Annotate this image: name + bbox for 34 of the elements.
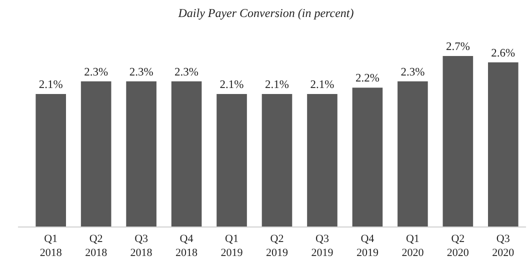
bar	[171, 81, 202, 227]
x-tick-label: Q1 2020	[402, 233, 424, 259]
bar	[307, 94, 338, 227]
data-label: 2.3%	[174, 66, 199, 78]
x-tick-label: Q3 2020	[492, 233, 515, 259]
data-label: 2.3%	[84, 66, 108, 78]
x-tick-label: Q4 2018	[176, 233, 198, 259]
bar	[126, 81, 156, 227]
bar	[262, 94, 292, 227]
data-label: 2.2%	[355, 72, 380, 85]
x-tick-label: Q3 2019	[311, 233, 334, 259]
bar	[352, 88, 383, 227]
bar	[80, 81, 112, 227]
bar	[442, 56, 474, 227]
data-label: 2.1%	[220, 79, 244, 91]
x-tick-label: Q1 2018	[40, 233, 62, 259]
chart-title: Daily Payer Conversion (in percent)	[177, 6, 354, 20]
x-tick-label: Q2 2019	[266, 233, 288, 259]
bar	[36, 94, 66, 227]
data-label: 2.1%	[38, 79, 64, 91]
data-label: 2.3%	[400, 66, 426, 78]
x-tick-label: Q3 2018	[130, 233, 153, 259]
x-tick-label: Q2 2020	[446, 233, 470, 259]
data-label: 2.7%	[446, 41, 470, 53]
data-label: 2.1%	[265, 79, 290, 91]
bar	[216, 94, 247, 227]
x-tick-label: Q4 2019	[356, 233, 379, 259]
bar	[488, 62, 518, 227]
x-tick-label: Q1 2019	[220, 233, 244, 259]
data-label: 2.6%	[491, 47, 516, 60]
data-label: 2.3%	[129, 66, 154, 78]
bar	[398, 81, 428, 227]
data-label: 2.1%	[310, 79, 335, 91]
x-tick-label: Q2 2018	[85, 233, 108, 259]
